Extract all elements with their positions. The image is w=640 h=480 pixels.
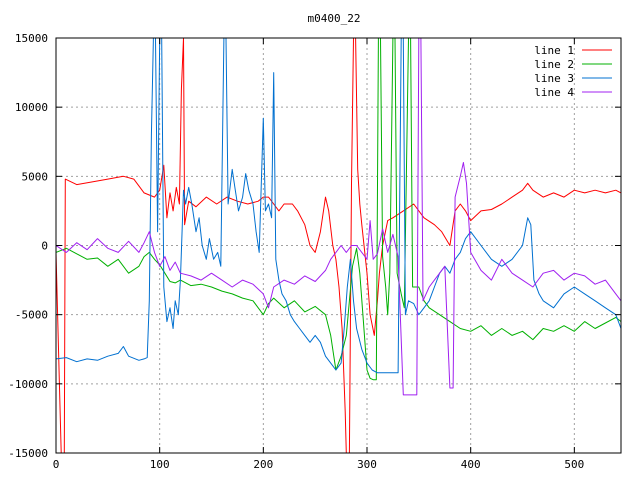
x-tick-label: 300 [357,458,377,471]
series-line-1 [56,38,621,453]
legend-label: line 3 [534,72,574,85]
x-tick-label: 500 [564,458,584,471]
series-line-2 [56,38,621,381]
y-tick-label: 0 [41,240,48,253]
y-tick-label: -15000 [8,447,48,460]
series-line-4 [56,38,621,396]
y-tick-label: -5000 [15,309,48,322]
plot-series [56,38,621,453]
grid-lines [56,38,621,453]
legend-label: line 1 [534,44,574,57]
legend-label: line 4 [534,86,574,99]
y-tick-label: 15000 [15,32,48,45]
legend-label: line 2 [534,58,574,71]
y-tick-label: 10000 [15,101,48,114]
series-line-3 [56,38,621,374]
y-tick-label: 5000 [22,170,49,183]
axis-ticks: 0 100 200 300 400 500 15000 10000 5000 0 -5000 -100… [8,32,621,471]
x-tick-label: 100 [150,458,170,471]
y-tick-label: -10000 [8,378,48,391]
x-tick-label: 400 [461,458,481,471]
x-tick-label: 0 [53,458,60,471]
x-tick-label: 200 [253,458,273,471]
chart-title: m0400_22 [308,12,361,25]
